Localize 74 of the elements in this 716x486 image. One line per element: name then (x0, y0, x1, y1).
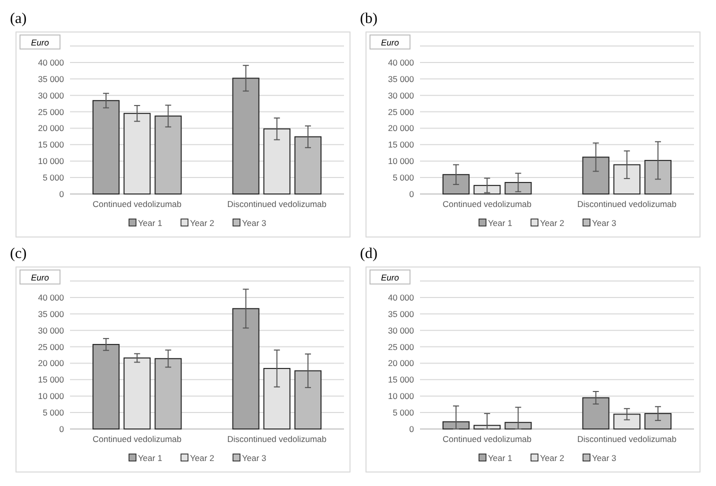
x-tick-label: Discontinued vedolizumab (227, 434, 327, 444)
y-tick-label: 5 000 (42, 172, 64, 183)
x-tick-label: Continued vedolizumab (442, 199, 532, 209)
legend-label: Year 3 (242, 218, 267, 228)
y-tick-label: 15 000 (388, 374, 414, 385)
y-tick-label: 25 000 (38, 106, 64, 117)
y-tick-label: 10 000 (388, 391, 414, 402)
legend-label: Year 3 (592, 218, 617, 228)
y-tick-label: 0 (409, 188, 414, 199)
chart-title: (b) (360, 11, 378, 27)
x-tick-label: Continued vedolizumab (92, 434, 182, 444)
y-tick-label: 10 000 (38, 156, 64, 166)
bar (232, 78, 260, 194)
y-tick-label: 0 (59, 424, 64, 434)
y-tick-label: 40 000 (38, 57, 64, 68)
legend-label: Year 1 (138, 453, 163, 463)
y-tick-label: 25 000 (388, 342, 414, 352)
x-tick-label: Discontinued vedolizumab (227, 199, 327, 209)
chart-title: (c) (10, 246, 27, 262)
legend-label: Year 3 (242, 453, 267, 463)
y-tick-label: 40 000 (388, 292, 414, 302)
y-tick-label: 10 000 (38, 391, 64, 402)
y-tick-label: 40 000 (38, 292, 64, 302)
bar (582, 156, 610, 194)
y-tick-label: 20 000 (388, 123, 414, 134)
y-tick-label: 30 000 (38, 90, 64, 100)
y-tick-label: 40 000 (388, 57, 414, 68)
y-tick-label: 30 000 (388, 325, 414, 336)
legend-label: Year 2 (190, 453, 215, 463)
bar (582, 397, 610, 430)
y-axis-title: Euro (381, 38, 400, 48)
chart-title: (a) (10, 11, 27, 27)
y-axis-title: Euro (31, 38, 50, 48)
y-tick-label: 35 000 (38, 74, 64, 84)
y-tick-label: 35 000 (388, 74, 414, 84)
bar (92, 100, 120, 194)
y-tick-label: 10 000 (388, 156, 414, 166)
legend-label: Year 3 (592, 453, 617, 463)
y-tick-label: 0 (409, 424, 414, 434)
y-axis-title: Euro (381, 272, 400, 282)
bar (232, 308, 260, 430)
legend-label: Year 2 (540, 453, 565, 463)
y-tick-label: 25 000 (388, 106, 414, 117)
y-tick-label: 20 000 (38, 123, 64, 134)
chart-title: (d) (360, 246, 378, 262)
legend-label: Year 1 (138, 218, 163, 228)
bar (92, 344, 120, 430)
y-tick-label: 15 000 (38, 140, 64, 150)
bar (442, 174, 470, 194)
y-tick-label: 15 000 (388, 140, 414, 150)
legend-label: Year 2 (190, 218, 215, 228)
legend-label: Year 1 (488, 218, 513, 228)
x-tick-label: Continued vedolizumab (442, 434, 532, 444)
legend-label: Year 2 (540, 218, 565, 228)
y-tick-label: 15 000 (38, 374, 64, 385)
y-tick-label: 25 000 (38, 342, 64, 352)
x-tick-label: Discontinued vedolizumab (577, 434, 677, 444)
y-tick-label: 30 000 (38, 325, 64, 336)
y-tick-label: 5 000 (42, 408, 64, 418)
y-axis-title: Euro (31, 272, 50, 282)
x-tick-label: Discontinued vedolizumab (577, 199, 677, 209)
bar (474, 184, 501, 194)
bar (442, 421, 470, 430)
y-tick-label: 5 000 (392, 172, 414, 183)
legend-label: Year 1 (488, 453, 513, 463)
y-tick-label: 30 000 (388, 90, 414, 100)
y-tick-label: 20 000 (388, 358, 414, 368)
y-tick-label: 35 000 (388, 308, 414, 319)
x-tick-label: Continued vedolizumab (92, 199, 182, 209)
bar (474, 424, 501, 430)
y-tick-label: 20 000 (38, 358, 64, 368)
y-tick-label: 5 000 (392, 408, 414, 418)
y-tick-label: 0 (59, 188, 64, 199)
y-tick-label: 35 000 (38, 308, 64, 319)
